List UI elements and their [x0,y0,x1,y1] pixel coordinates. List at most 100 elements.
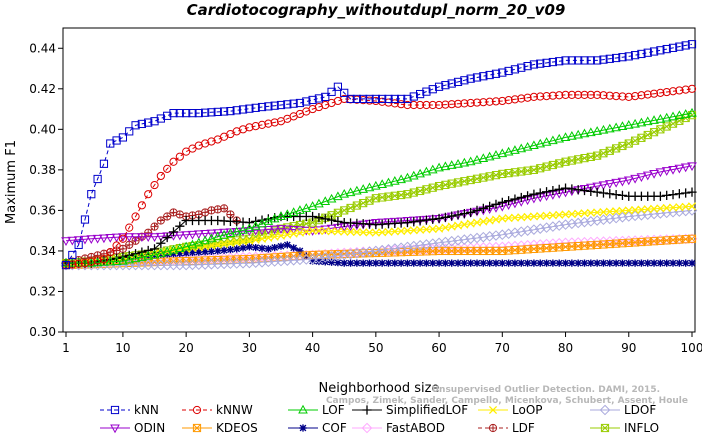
data-point [515,226,527,237]
data-point [441,81,450,90]
data-point [340,259,348,267]
data-point [536,244,545,253]
data-point [340,88,349,97]
data-point [270,101,279,110]
x-axis-title: Neighborhood size [319,381,440,396]
data-point [517,167,526,176]
data-point [428,85,437,94]
data-point [333,191,343,201]
data-point [321,92,330,102]
data-point [599,404,611,416]
data-point [226,106,235,116]
data-point [188,248,197,257]
data-point [434,181,444,191]
x-tick-label: 60 [431,341,446,355]
data-point [548,135,558,145]
data-point [630,118,640,128]
data-point [605,189,615,199]
data-point [561,242,570,251]
data-point [599,240,608,249]
data-point [510,168,520,177]
data-point [346,259,355,267]
data-point [662,190,672,201]
data-point [314,94,324,103]
data-point [687,162,697,172]
data-point [643,90,652,99]
data-point [149,244,160,254]
data-point [453,77,463,87]
data-point [263,225,274,235]
data-point [687,40,697,49]
data-point [175,152,184,161]
data-point [345,187,356,197]
data-point [516,143,527,153]
data-point [668,111,678,121]
data-point [517,63,526,72]
data-point [637,91,646,100]
data-point [327,87,336,96]
data-point [416,247,425,256]
data-point [434,162,444,172]
data-point [264,119,273,128]
data-point [181,241,191,251]
data-point [675,235,684,244]
data-point [447,211,457,221]
data-point [258,244,266,252]
data-point [334,259,342,267]
legend-item-lof: LOF [288,403,345,417]
data-point [555,159,564,168]
data-point [534,223,546,234]
data-point [403,100,412,110]
data-point [277,242,285,250]
data-point [517,245,526,254]
data-point [491,171,501,180]
data-point [187,239,198,249]
data-point [510,194,520,204]
data-point [466,98,475,108]
data-point [397,248,406,257]
data-point [105,234,116,243]
data-point [220,246,228,254]
data-point [561,210,570,219]
data-point [509,227,521,239]
data-point [131,121,140,130]
data-point [416,100,425,110]
data-point [517,213,526,222]
data-point [156,238,166,248]
data-point [593,259,601,267]
data-point-cross [489,424,497,432]
data-point [492,259,500,267]
data-point [378,193,387,202]
data-point [574,259,582,267]
data-point [542,162,551,171]
data-point [504,246,513,255]
data-point [618,92,627,101]
data-point [459,209,469,219]
data-point [585,127,596,137]
data-point [541,137,552,146]
data-point [200,235,210,245]
data-point [447,222,456,231]
data-point [643,237,652,246]
data-point [542,211,551,220]
data-point [491,199,501,209]
data-point [251,121,260,131]
data-point [567,90,576,99]
legend-item-simplifiedlof: SimplifiedLOF [352,403,468,417]
data-point [416,225,425,234]
data-point [623,120,634,129]
data-point [542,243,551,253]
data-point [630,238,640,247]
data-point-cross [201,208,209,217]
data-point-cross [176,210,184,219]
data-point [370,219,381,228]
data-point [599,91,608,100]
data-point [580,209,589,218]
data-point [555,259,563,267]
data-point [131,212,140,221]
data-point [397,100,406,109]
data-point [162,232,173,242]
legend-label: FastABOD [386,421,445,434]
data-point [511,259,519,267]
data-point [396,217,406,227]
